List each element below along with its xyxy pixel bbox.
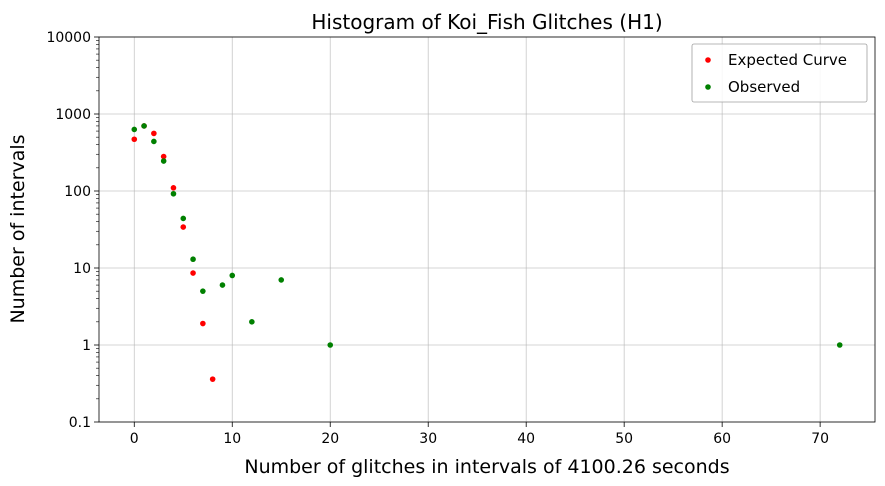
x-tick-label: 20 [321,431,339,447]
observed-point [249,319,255,325]
expected-curve-point [180,224,187,230]
x-tick-label: 0 [130,431,139,447]
axes: 0 10 20 30 40 50 60 70 0.1 1 10 100 1000 10000 [46,30,829,447]
legend: Expected Curve Observed [691,43,868,103]
x-tick-label: 50 [615,431,633,447]
expected-curve-point [190,270,196,276]
observed-point [170,190,177,197]
plot-frame [98,36,876,423]
x-tick-label: 40 [517,431,535,447]
observed-point [278,277,285,283]
observed-point [219,282,226,288]
observed-point [200,288,206,294]
observed-point [180,215,187,222]
data-points [131,123,843,382]
observed-point [131,126,138,133]
legend-label-expected-curve: Expected Curve [728,51,847,69]
observed-point [160,158,167,164]
expected-curve-point [131,136,138,143]
x-tick-label: 10 [223,431,241,447]
legend-marker-expected-curve [705,57,711,63]
observed-point [229,272,236,279]
observed-point [836,342,843,348]
observed-point [190,256,196,263]
legend-label-observed: Observed [728,78,800,96]
y-tick-label: 10 [73,261,91,277]
y-tick-label: 100 [64,184,91,200]
observed-point [327,342,334,348]
expected-curve-point [200,320,206,327]
expected-curve-point [151,130,157,137]
x-tick-label: 70 [811,431,829,447]
y-tick-label: 0.1 [69,415,91,431]
expected-curve-point [160,153,167,160]
legend-box [691,43,868,103]
x-axis-title: Number of glitches in intervals of 4100.… [244,456,729,478]
y-tick-label: 10000 [46,30,91,46]
chart-title: Histogram of Koi_Fish Glitches (H1) [311,10,662,34]
legend-marker-observed [705,84,711,90]
expected-curve-point [170,185,177,191]
x-tick-label: 60 [713,431,731,447]
y-tick-label: 1000 [55,107,91,123]
observed-point [151,138,157,145]
y-tick-label: 1 [82,338,91,354]
x-tick-label: 30 [419,431,437,447]
expected-curve-point [209,376,216,382]
y-axis-title: Number of intervals [7,134,29,323]
observed-point [141,123,147,129]
